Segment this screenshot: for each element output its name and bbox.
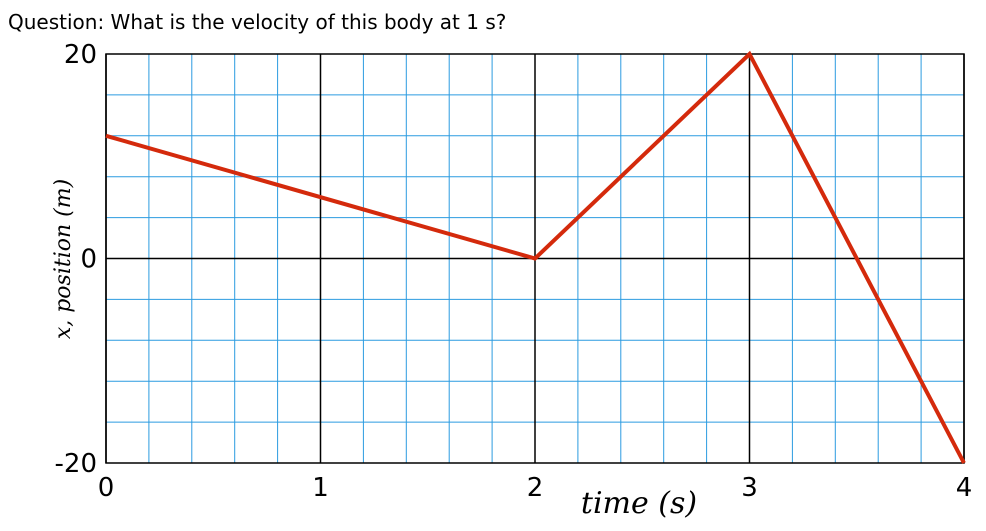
x-tick-label: 4 xyxy=(956,473,973,503)
x-axis-label: time (s) xyxy=(581,486,697,521)
question-text: Question: What is the velocity of this b… xyxy=(8,10,507,34)
y-tick-label: 20 xyxy=(64,40,97,70)
x-tick-label: 2 xyxy=(527,473,544,503)
x-tick-label: 1 xyxy=(312,473,329,503)
y-axis-label: x, position (m) xyxy=(51,179,76,339)
series-layer xyxy=(105,50,966,464)
y-tick-labels: 20 0 -20 xyxy=(55,40,97,479)
y-tick-label: -20 xyxy=(55,449,97,479)
y-tick-label: 0 xyxy=(80,245,97,275)
x-tick-labels: 0 1 2 3 4 xyxy=(98,473,973,503)
plot-frame xyxy=(105,53,965,464)
x-tick-label: 3 xyxy=(741,473,758,503)
position-series-line xyxy=(105,50,966,464)
x-tick-label: 0 xyxy=(98,473,115,503)
